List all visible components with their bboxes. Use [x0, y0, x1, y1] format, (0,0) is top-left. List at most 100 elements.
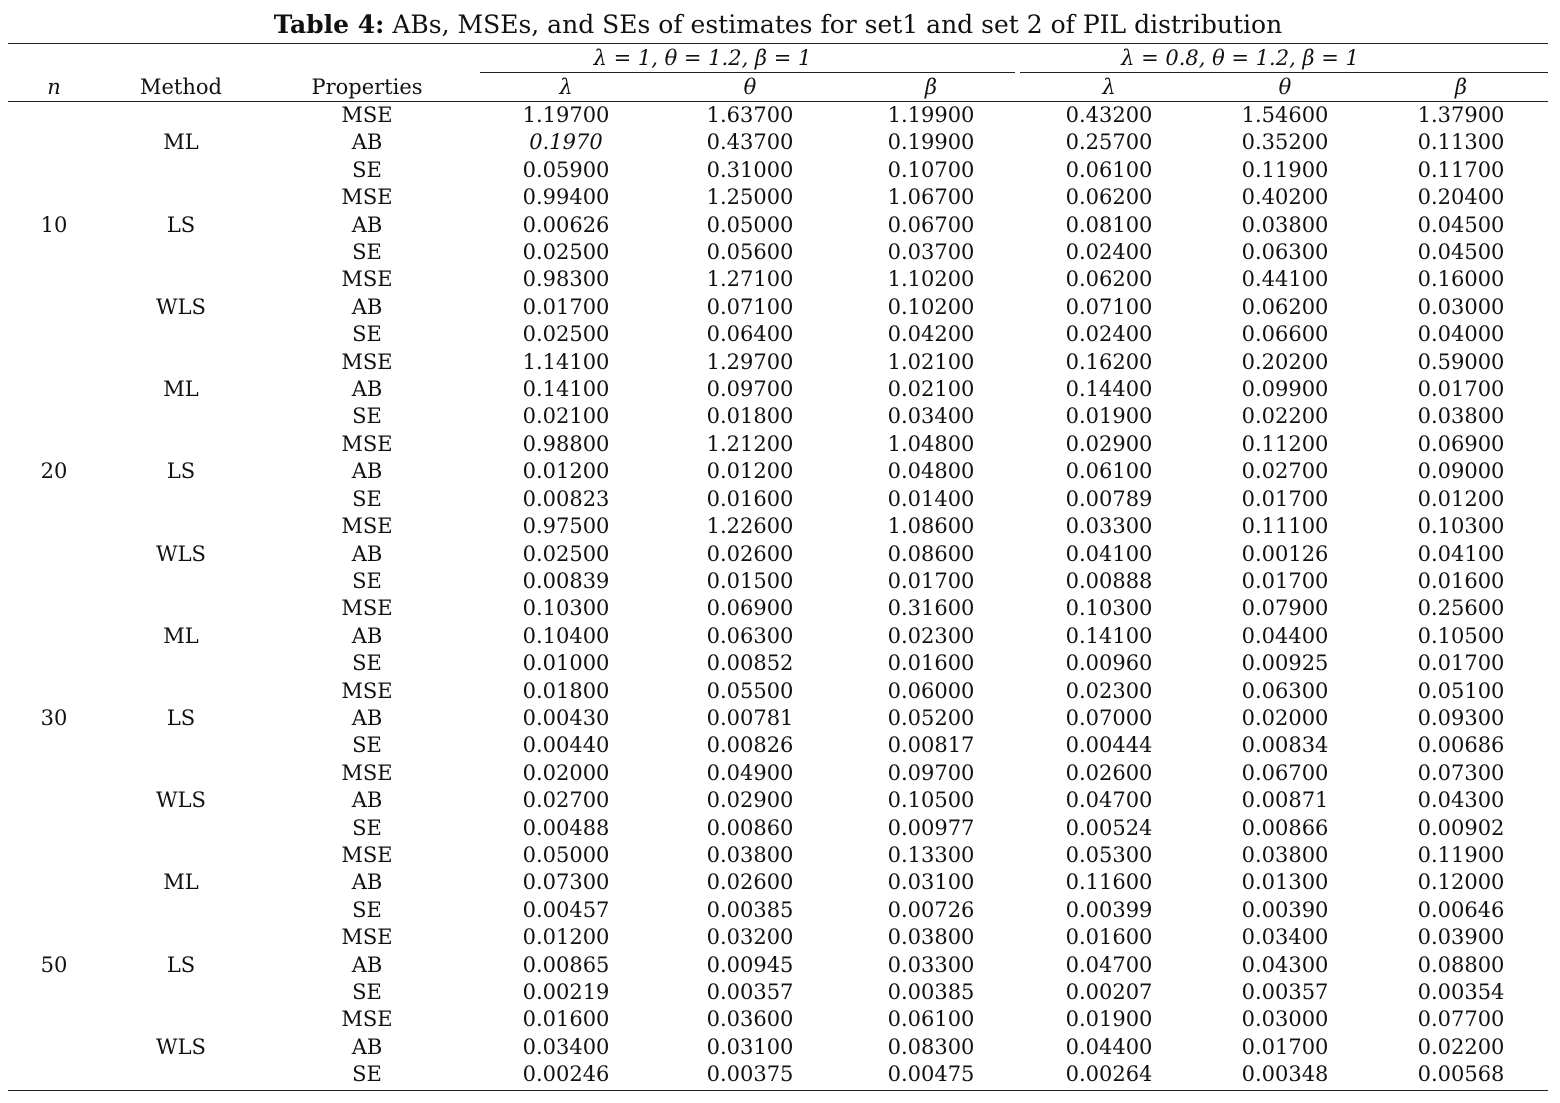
value-cell-theta-set2: 0.01700 — [1241, 486, 1329, 511]
value-cell-theta-set2: 0.03000 — [1241, 1007, 1329, 1032]
value-cell-theta-set1: 0.31000 — [706, 157, 794, 182]
value-cell-lambda-set2: 0.43200 — [1065, 103, 1153, 127]
value-cell-theta-set1: 0.43700 — [706, 130, 794, 155]
value-cell-beta-set1: 0.00817 — [887, 733, 975, 758]
value-cell-beta-set1: 0.08600 — [887, 541, 975, 566]
value-cell-lambda-set1: 0.01600 — [522, 1007, 610, 1032]
value-cell-beta-set1: 0.03800 — [887, 925, 975, 950]
value-cell-theta-set2: 0.35200 — [1241, 130, 1329, 155]
value-cell-lambda-set1: 0.10300 — [522, 596, 610, 621]
value-cell-beta-set1: 0.04200 — [887, 322, 975, 347]
property-cell: AB — [351, 870, 383, 895]
table-row: WLS MSE 0.98300 1.27100 1.10200 0.06200 0.4410… — [8, 266, 1548, 318]
value-cell-theta-set2: 0.11900 — [1241, 157, 1329, 182]
property-cell: SE — [352, 404, 382, 429]
value-cell-lambda-set1: 0.01200 — [522, 925, 610, 950]
bottom-rule — [8, 1090, 1548, 1091]
value-cell-beta-set2: 0.20400 — [1417, 185, 1505, 210]
property-cell: AB — [351, 788, 383, 813]
table-row: SE 0.00219 0.00357 0.00385 0.00207 0.00357 0.0… — [8, 979, 1548, 1006]
header-beta-set1: β — [924, 75, 938, 99]
value-cell-beta-set2: 0.01200 — [1417, 486, 1505, 511]
value-cell-lambda-set1: 0.01800 — [522, 678, 610, 703]
value-cell-theta-set1: 0.03800 — [706, 842, 794, 867]
value-cell-beta-set2: 0.00686 — [1417, 733, 1505, 758]
property-cell: MSE — [341, 760, 393, 785]
method-cell: LS — [166, 705, 196, 730]
value-cell-beta-set1: 0.06700 — [887, 212, 975, 237]
value-cell-theta-set1: 0.06300 — [706, 623, 794, 648]
value-cell-lambda-set1: 0.00488 — [522, 815, 610, 840]
value-cell-beta-set1: 0.00475 — [887, 1062, 975, 1087]
value-cell-beta-set2: 0.04500 — [1417, 240, 1505, 265]
value-cell-lambda-set2: 0.04100 — [1065, 541, 1153, 566]
value-cell-theta-set2: 0.44100 — [1241, 267, 1329, 292]
value-cell-theta-set2: 0.00834 — [1241, 733, 1329, 758]
table-row: AB 0.00430 0.00781 0.05200 0.07000 0.02000 0.0… — [8, 705, 1548, 732]
value-cell-lambda-set2: 0.06100 — [1065, 459, 1153, 484]
value-cell-lambda-set2: 0.25700 — [1065, 130, 1153, 155]
value-cell-lambda-set2: 0.00960 — [1065, 651, 1153, 676]
value-cell-theta-set2: 0.00871 — [1241, 788, 1329, 813]
value-cell-theta-set2: 0.04400 — [1241, 623, 1329, 648]
table-row: SE 0.02500 0.06400 0.04200 0.02400 0.06600 0.0… — [8, 321, 1548, 348]
value-cell-theta-set1: 0.00826 — [706, 733, 794, 758]
value-cell-lambda-set2: 0.02400 — [1065, 322, 1153, 347]
value-cell-theta-set1: 0.00945 — [706, 952, 794, 977]
table-row: AB 0.07300 0.02600 0.03100 0.11600 0.01300 0.1… — [8, 869, 1548, 896]
property-cell: MSE — [341, 842, 393, 867]
value-cell-lambda-set2: 0.06200 — [1065, 267, 1153, 292]
value-cell-theta-set1: 1.22600 — [706, 514, 794, 539]
value-cell-lambda-set2: 0.03300 — [1065, 514, 1153, 539]
sample-size-cell: 30 — [40, 705, 68, 730]
value-cell-beta-set1: 0.00726 — [887, 897, 975, 922]
value-cell-lambda-set1: 0.00626 — [522, 212, 610, 237]
method-cell: ML — [163, 623, 199, 648]
header-n: n — [47, 75, 61, 99]
value-cell-theta-set1: 0.09700 — [706, 377, 794, 402]
value-cell-theta-set1: 0.01800 — [706, 404, 794, 429]
value-cell-beta-set2: 0.03900 — [1417, 925, 1505, 950]
property-cell: MSE — [341, 349, 393, 374]
value-cell-beta-set2: 0.04000 — [1417, 322, 1505, 347]
value-cell-theta-set1: 0.06400 — [706, 322, 794, 347]
value-cell-beta-set1: 0.06100 — [887, 1007, 975, 1032]
value-cell-beta-set2: 0.10300 — [1417, 514, 1505, 539]
value-cell-lambda-set2: 0.02600 — [1065, 760, 1153, 785]
property-cell: SE — [352, 815, 382, 840]
property-cell: MSE — [341, 596, 393, 621]
value-cell-beta-set1: 1.08600 — [887, 514, 975, 539]
value-cell-lambda-set1: 0.00440 — [522, 733, 610, 758]
value-cell-theta-set1: 0.04900 — [706, 760, 794, 785]
table-row: AB 0.03400 0.03100 0.08300 0.04400 0.01700 0.0… — [8, 1034, 1548, 1061]
value-cell-lambda-set2: 0.10300 — [1065, 596, 1153, 621]
value-cell-beta-set2: 0.04300 — [1417, 788, 1505, 813]
table-body: 10 ML MSE 1.19700 1.63700 1.19900 0.43200 1.546… — [8, 102, 1548, 1089]
table-row: LS MSE 0.99400 1.25000 1.06700 0.06200 0.40200… — [8, 184, 1548, 236]
value-cell-theta-set2: 0.09900 — [1241, 377, 1329, 402]
value-cell-beta-set1: 0.09700 — [887, 760, 975, 785]
value-cell-lambda-set2: 0.02900 — [1065, 431, 1153, 456]
value-cell-beta-set1: 0.03100 — [887, 870, 975, 895]
value-cell-beta-set1: 0.00385 — [887, 980, 975, 1004]
table-row: LS MSE 0.01800 0.05500 0.06000 0.02300 0.06300… — [8, 678, 1548, 730]
method-cell: WLS — [156, 294, 206, 319]
value-cell-theta-set1: 0.00357 — [706, 980, 794, 1004]
value-cell-lambda-set2: 0.14400 — [1065, 377, 1153, 402]
value-cell-beta-set1: 0.05200 — [887, 705, 975, 730]
value-cell-beta-set2: 0.01700 — [1417, 651, 1505, 676]
value-cell-beta-set2: 0.11300 — [1417, 130, 1505, 155]
property-cell: SE — [352, 322, 382, 347]
value-cell-beta-set2: 0.12000 — [1417, 870, 1505, 895]
value-cell-lambda-set1: 0.02500 — [522, 240, 610, 265]
value-cell-theta-set2: 0.06300 — [1241, 678, 1329, 703]
value-cell-beta-set2: 0.11700 — [1417, 157, 1505, 182]
value-cell-theta-set1: 0.02900 — [706, 788, 794, 813]
value-cell-lambda-set1: 0.1970 — [529, 130, 603, 155]
value-cell-theta-set2: 0.02000 — [1241, 705, 1329, 730]
value-cell-lambda-set1: 0.05000 — [522, 842, 610, 867]
table-row: AB 0.01700 0.07100 0.10200 0.07100 0.06200 0.0… — [8, 294, 1548, 321]
table-row: LS MSE 0.01200 0.03200 0.03800 0.01600 0.03400… — [8, 924, 1548, 976]
value-cell-theta-set2: 0.00866 — [1241, 815, 1329, 840]
value-cell-beta-set1: 0.01600 — [887, 651, 975, 676]
